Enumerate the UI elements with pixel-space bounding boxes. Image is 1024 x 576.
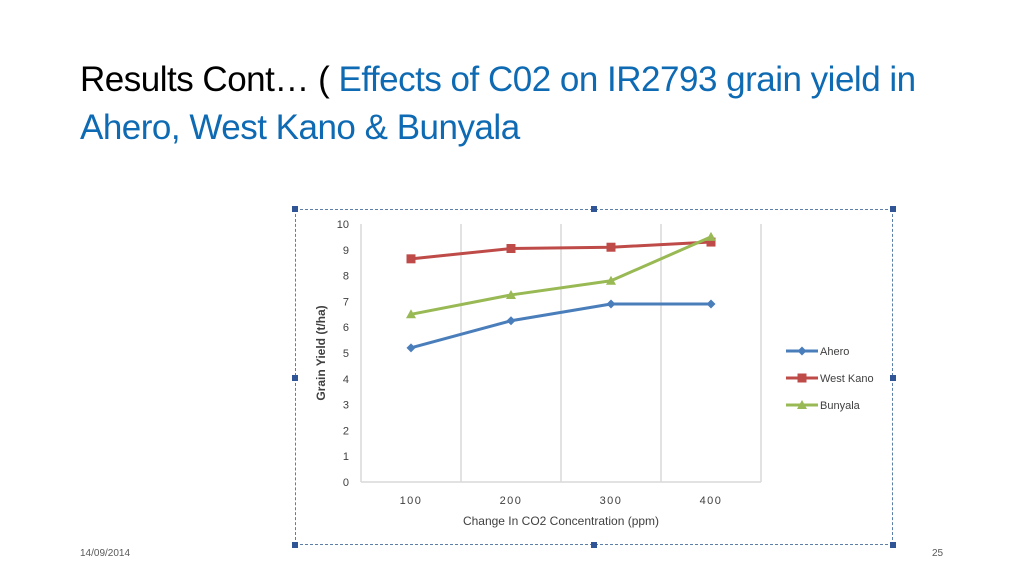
y-axis-title: Grain Yield (t/ha)	[314, 305, 328, 400]
y-tick-label: 8	[343, 271, 349, 283]
y-tick-label: 5	[343, 348, 349, 360]
y-tick-label: 9	[343, 245, 349, 257]
y-tick-label: 4	[343, 374, 349, 386]
legend-marker-ahero	[797, 346, 807, 356]
y-tick-label: 3	[343, 400, 349, 412]
slide-date: 14/09/2014	[80, 548, 131, 559]
resize-handle-top-left[interactable]	[292, 206, 298, 212]
legend-marker-bunyala	[797, 400, 807, 409]
data-point-bunyala	[606, 275, 616, 285]
data-point-west-kano	[606, 242, 616, 252]
data-point-ahero	[406, 343, 416, 353]
resize-handle-middle-right[interactable]	[890, 375, 896, 381]
data-point-bunyala	[406, 309, 416, 319]
y-tick-label: 6	[343, 322, 349, 334]
series-line-ahero	[410, 302, 711, 350]
data-point-west-kano	[506, 244, 516, 254]
legend-marker-west-kano	[797, 373, 807, 383]
y-tick-label: 2	[343, 425, 349, 437]
resize-handle-top-middle[interactable]	[591, 206, 597, 212]
data-point-ahero	[706, 299, 716, 309]
y-tick-label: 10	[337, 219, 349, 231]
data-point-bunyala	[706, 231, 716, 241]
legend-label-west-kano: West Kano	[820, 373, 874, 385]
series-line-bunyala	[410, 235, 712, 316]
slide-title: Results Cont… ( Effects of C02 on IR2793…	[80, 56, 980, 152]
y-tick-label: 1	[343, 451, 349, 463]
data-point-ahero	[606, 299, 616, 309]
x-tick-label: 300	[600, 495, 623, 507]
line-chart: 0 1 2 3 4 5 6 7 8 9 10 100 200 300 400 Change In CO2 Co…	[314, 219, 874, 528]
slide-page-number: 25	[932, 548, 944, 559]
x-tick-label: 100	[400, 495, 423, 507]
y-tick-label: 0	[343, 477, 349, 489]
resize-handle-bottom-right[interactable]	[890, 542, 896, 548]
x-tick-label: 400	[700, 495, 723, 507]
resize-handle-bottom-left[interactable]	[292, 542, 298, 548]
legend-label-ahero: Ahero	[820, 346, 849, 358]
legend-label-bunyala: Bunyala	[820, 400, 861, 412]
y-tick-label: 7	[343, 296, 349, 308]
data-point-bunyala	[506, 289, 516, 299]
x-axis-title: Change In CO2 Concentration (ppm)	[463, 514, 659, 528]
chart-frame[interactable]: 0 1 2 3 4 5 6 7 8 9 10 100 200 300 400 Change In CO2 Co…	[292, 206, 896, 548]
data-point-west-kano	[706, 237, 716, 247]
data-point-west-kano	[406, 254, 416, 264]
data-point-ahero	[506, 316, 516, 326]
slide-title-accent: Effects of C02 on IR2793 grain yield in …	[80, 60, 916, 147]
x-tick-label: 200	[500, 495, 523, 507]
resize-handle-top-right[interactable]	[890, 206, 896, 212]
resize-handle-middle-left[interactable]	[292, 375, 298, 381]
resize-handle-bottom-middle[interactable]	[591, 542, 597, 548]
slide-title-prefix: Results Cont… (	[80, 60, 339, 99]
series-line-west-kano	[410, 240, 712, 261]
